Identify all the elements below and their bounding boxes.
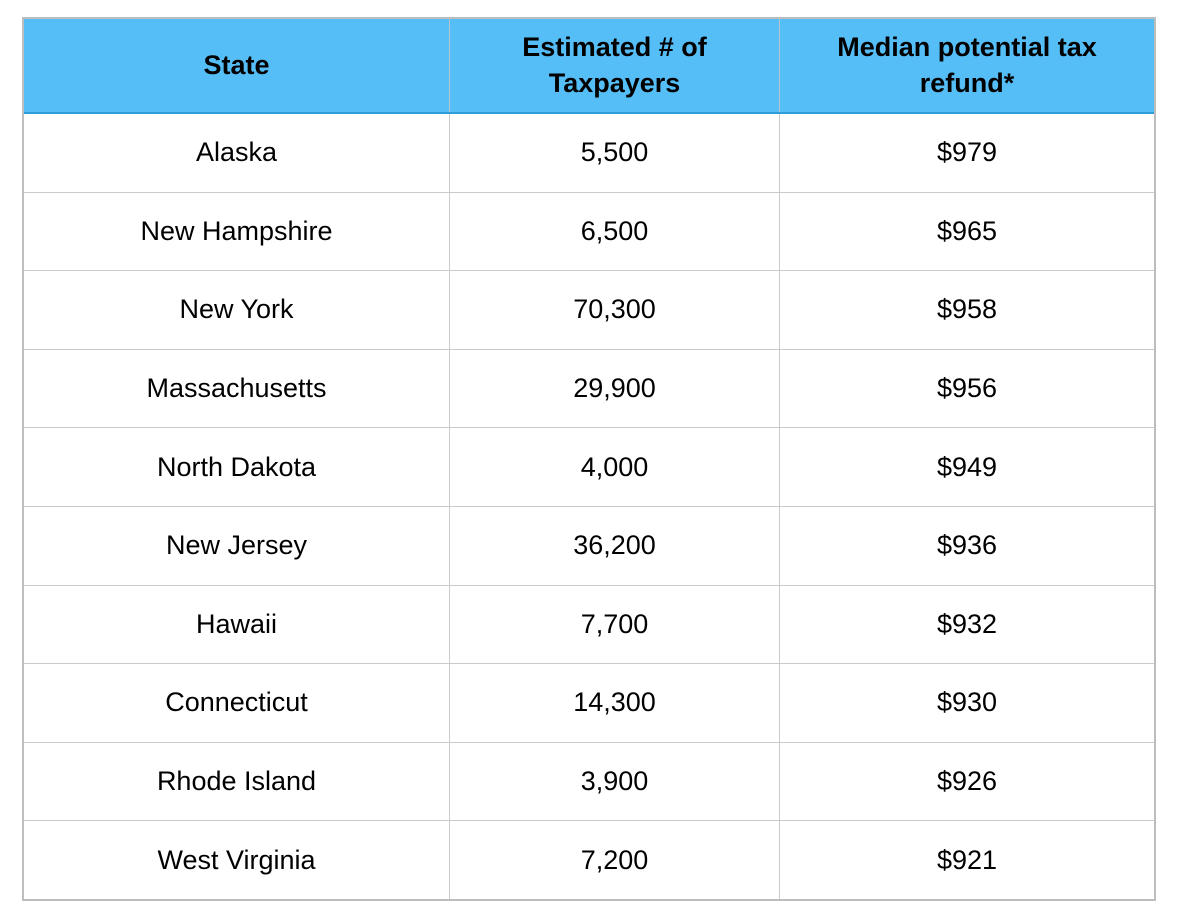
state-cell: Hawaii	[24, 585, 450, 664]
header-state: State	[24, 19, 450, 112]
refund-cell: $930	[936, 687, 998, 718]
table-row: West Virginia 7,200 $921	[24, 821, 1154, 899]
state-cell: Rhode Island	[24, 742, 450, 821]
state-cell: Massachusetts	[24, 349, 450, 428]
refund-cell: $965	[936, 215, 998, 246]
taxpayers-cell: 5,500	[450, 114, 780, 192]
refund-cell: $956	[936, 373, 998, 404]
refund-cell: $979	[936, 137, 998, 168]
refund-cell: $926	[936, 766, 998, 796]
table-row: Rhode Island 3,900 $926	[24, 742, 1154, 822]
refund-cell: $936	[936, 530, 998, 561]
state-cell: West Virginia	[24, 821, 450, 899]
state-cell: North Dakota	[24, 428, 450, 506]
taxpayers-cell: 6,500	[450, 192, 780, 271]
table-row: Hawaii 7,700 $932	[24, 585, 1154, 665]
taxpayers-cell: 3,900	[450, 742, 780, 821]
table-row: Alaska 5,500 $979	[24, 114, 1154, 193]
refund-cell: $949	[936, 451, 998, 482]
refund-cell: $921	[936, 844, 998, 875]
taxpayers-cell: 36,200	[450, 506, 780, 585]
taxpayers-cell: 70,300	[450, 271, 780, 349]
taxpayers-cell: 7,200	[450, 821, 780, 899]
state-cell: New York	[24, 271, 450, 349]
table-row: North Dakota 4,000 $949	[24, 428, 1154, 507]
state-cell: New Jersey	[24, 506, 450, 585]
taxpayer-refund-table: State Estimated # of Taxpayers Median po…	[22, 17, 1156, 901]
state-cell: Connecticut	[24, 664, 450, 742]
taxpayers-cell: 29,900	[450, 349, 780, 428]
taxpayers-cell: 14,300	[450, 664, 780, 742]
table-row: Massachusetts 29,900 $956	[24, 349, 1154, 429]
table-row: Connecticut 14,300 $930	[24, 664, 1154, 743]
taxpayers-cell: 4,000	[450, 428, 780, 506]
refund-cell: $932	[936, 608, 998, 639]
table-row: New York 70,300 $958	[24, 271, 1154, 350]
header-taxpayers: Estimated # of Taxpayers	[450, 19, 780, 112]
state-cell: Alaska	[24, 114, 450, 192]
table-row: New Jersey 36,200 $936	[24, 506, 1154, 586]
state-cell: New Hampshire	[24, 192, 450, 271]
table-header-row: State Estimated # of Taxpayers Median po…	[24, 19, 1154, 114]
header-refund: Median potential tax refund*	[837, 32, 1097, 98]
table-row: New Hampshire 6,500 $965	[24, 192, 1154, 272]
taxpayers-cell: 7,700	[450, 585, 780, 664]
refund-cell: $958	[936, 294, 998, 325]
